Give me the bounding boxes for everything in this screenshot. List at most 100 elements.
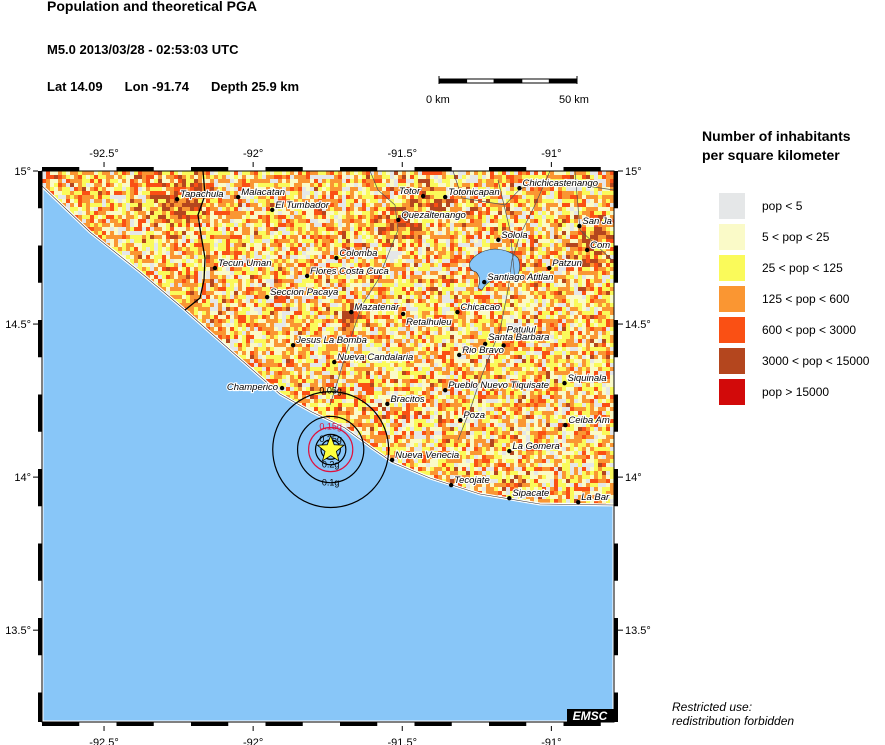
city-dot <box>279 385 285 391</box>
map-body: Tapachula Malacatan El Tumbador Tecun Uman F… <box>42 171 614 722</box>
city-label: Jesus La Bomba <box>295 335 367 346</box>
city-marker: Santa Barbara <box>482 331 551 347</box>
city-marker: Santiago Atitlan <box>482 271 555 285</box>
legend-swatch <box>719 192 745 219</box>
city-label: Totonicapan <box>448 187 499 198</box>
legend-label: 600 < pop < 3000 <box>762 322 857 337</box>
map-frame <box>38 167 618 726</box>
city-label: Tecun Uman <box>218 258 272 269</box>
pga-ring-circle <box>272 391 390 509</box>
city-dot <box>547 265 552 271</box>
city-dot <box>507 496 512 501</box>
lat-tick-right: 15° <box>625 166 642 178</box>
city-dot <box>507 448 512 454</box>
lon-tick-bottom: -92.5° <box>89 737 118 745</box>
usage-note: Restricted use: redistribution forbidden <box>672 700 794 728</box>
city-dot <box>270 207 275 213</box>
city-marker: Tapachula <box>174 188 225 202</box>
pga-ring-label: 0.2g <box>322 460 340 470</box>
city-marker: Nueva Venecia <box>389 449 460 463</box>
city-marker: Tecun Uman <box>212 257 273 271</box>
city-dot <box>496 237 501 243</box>
legend: Number of inhabitants per square kilomet… <box>700 127 869 407</box>
city-marker: Siquinala <box>562 372 608 386</box>
city-label: Nueva Candalaria <box>337 352 413 363</box>
latitude: Lat 14.09 <box>47 79 103 94</box>
city-label: Malacatan <box>241 187 285 198</box>
pga-ring: 0.1g <box>296 415 365 488</box>
lake-atitlan <box>469 248 521 291</box>
page-title: Population and theoretical PGA <box>47 0 258 14</box>
scale-bar: 0 km 50 km <box>426 76 589 106</box>
city-dot <box>236 194 241 200</box>
city-marker: Flores Costa Cuca <box>304 265 390 279</box>
lon-tick-top: -92° <box>243 148 263 160</box>
pga-ring-circle <box>296 415 365 484</box>
city-marker: Poza <box>458 409 486 423</box>
legend-swatch <box>719 223 745 250</box>
city-label: Santiago Atitlan <box>487 272 553 283</box>
legend-label: 5 < pop < 25 <box>762 229 830 244</box>
city-marker: Sipacate <box>507 487 550 501</box>
city-label: Mazatenar <box>354 302 400 313</box>
legend-label: 3000 < pop < 15000 <box>762 353 870 368</box>
pga-ring: 0.2g <box>314 433 347 470</box>
legend-title: Number of inhabitants per square kilomet… <box>702 127 869 165</box>
city-marker: Rio Bravo <box>457 344 505 358</box>
city-dot <box>334 255 339 261</box>
pga-ring-label: 0.05g <box>319 386 342 396</box>
city-label: Siquinala <box>567 373 606 384</box>
legend-swatch <box>719 254 745 281</box>
city-dot <box>349 309 354 315</box>
depth: Depth 25.9 km <box>210 79 300 94</box>
city-marker: El Tumbador <box>270 199 331 213</box>
city-marker: Solola <box>496 229 529 243</box>
pga-ring: 0.15g <box>308 421 354 473</box>
city-marker: Com <box>584 239 611 253</box>
city-label: Com <box>590 240 610 251</box>
legend-item: 5 < pop < 25 <box>719 221 869 252</box>
scale-segment <box>493 78 523 84</box>
city-marker: Bracitos <box>385 393 426 407</box>
city-dot <box>455 309 460 315</box>
city-dot <box>577 223 582 229</box>
legend-item: pop < 5 <box>719 190 869 221</box>
city-marker: Nueva Candalaria <box>332 351 414 365</box>
city-label: Quezaltenango <box>401 210 465 221</box>
city-label: Chichicastenango <box>522 178 598 189</box>
department-border <box>457 171 551 441</box>
department-border <box>329 171 399 406</box>
lat-tick-right: 14° <box>625 472 642 484</box>
city-dot <box>517 185 522 191</box>
city-dot <box>482 279 487 285</box>
legend-swatch <box>719 285 745 312</box>
country-border <box>184 171 206 311</box>
city-dot <box>264 294 270 300</box>
pga-ring-circle <box>314 433 347 466</box>
city-dot <box>212 265 218 271</box>
city-label: Chicacao <box>460 302 500 313</box>
city-label: Tapachula <box>180 189 224 200</box>
legend-item: 125 < pop < 600 <box>719 283 869 314</box>
epicenter-star-icon <box>316 434 346 462</box>
city-dot <box>174 196 180 202</box>
lon-tick-bottom: -92° <box>243 737 263 745</box>
city-marker: Quezaltenango <box>396 209 467 223</box>
city-label: Solola <box>501 230 527 241</box>
city-label: Totor <box>399 186 421 197</box>
city-dot <box>457 352 462 358</box>
city-marker: Tecojate <box>448 474 491 488</box>
city-label: Santa Barbara <box>488 332 549 343</box>
city-label: Bracitos <box>390 394 425 405</box>
scale-segment <box>521 78 550 84</box>
note-line2: redistribution forbidden <box>672 714 795 728</box>
city-marker: Malacatan <box>236 186 286 200</box>
scale-start-label: 0 km <box>426 94 450 106</box>
city-label: Seccion Pacaya <box>270 287 338 298</box>
city-marker: Totonicapan <box>443 186 501 200</box>
city-label: Sipacate <box>512 488 549 499</box>
department-border <box>497 179 516 281</box>
pga-ring-label: 0.1g <box>322 478 340 488</box>
lon-tick-bottom: -91° <box>541 737 561 745</box>
